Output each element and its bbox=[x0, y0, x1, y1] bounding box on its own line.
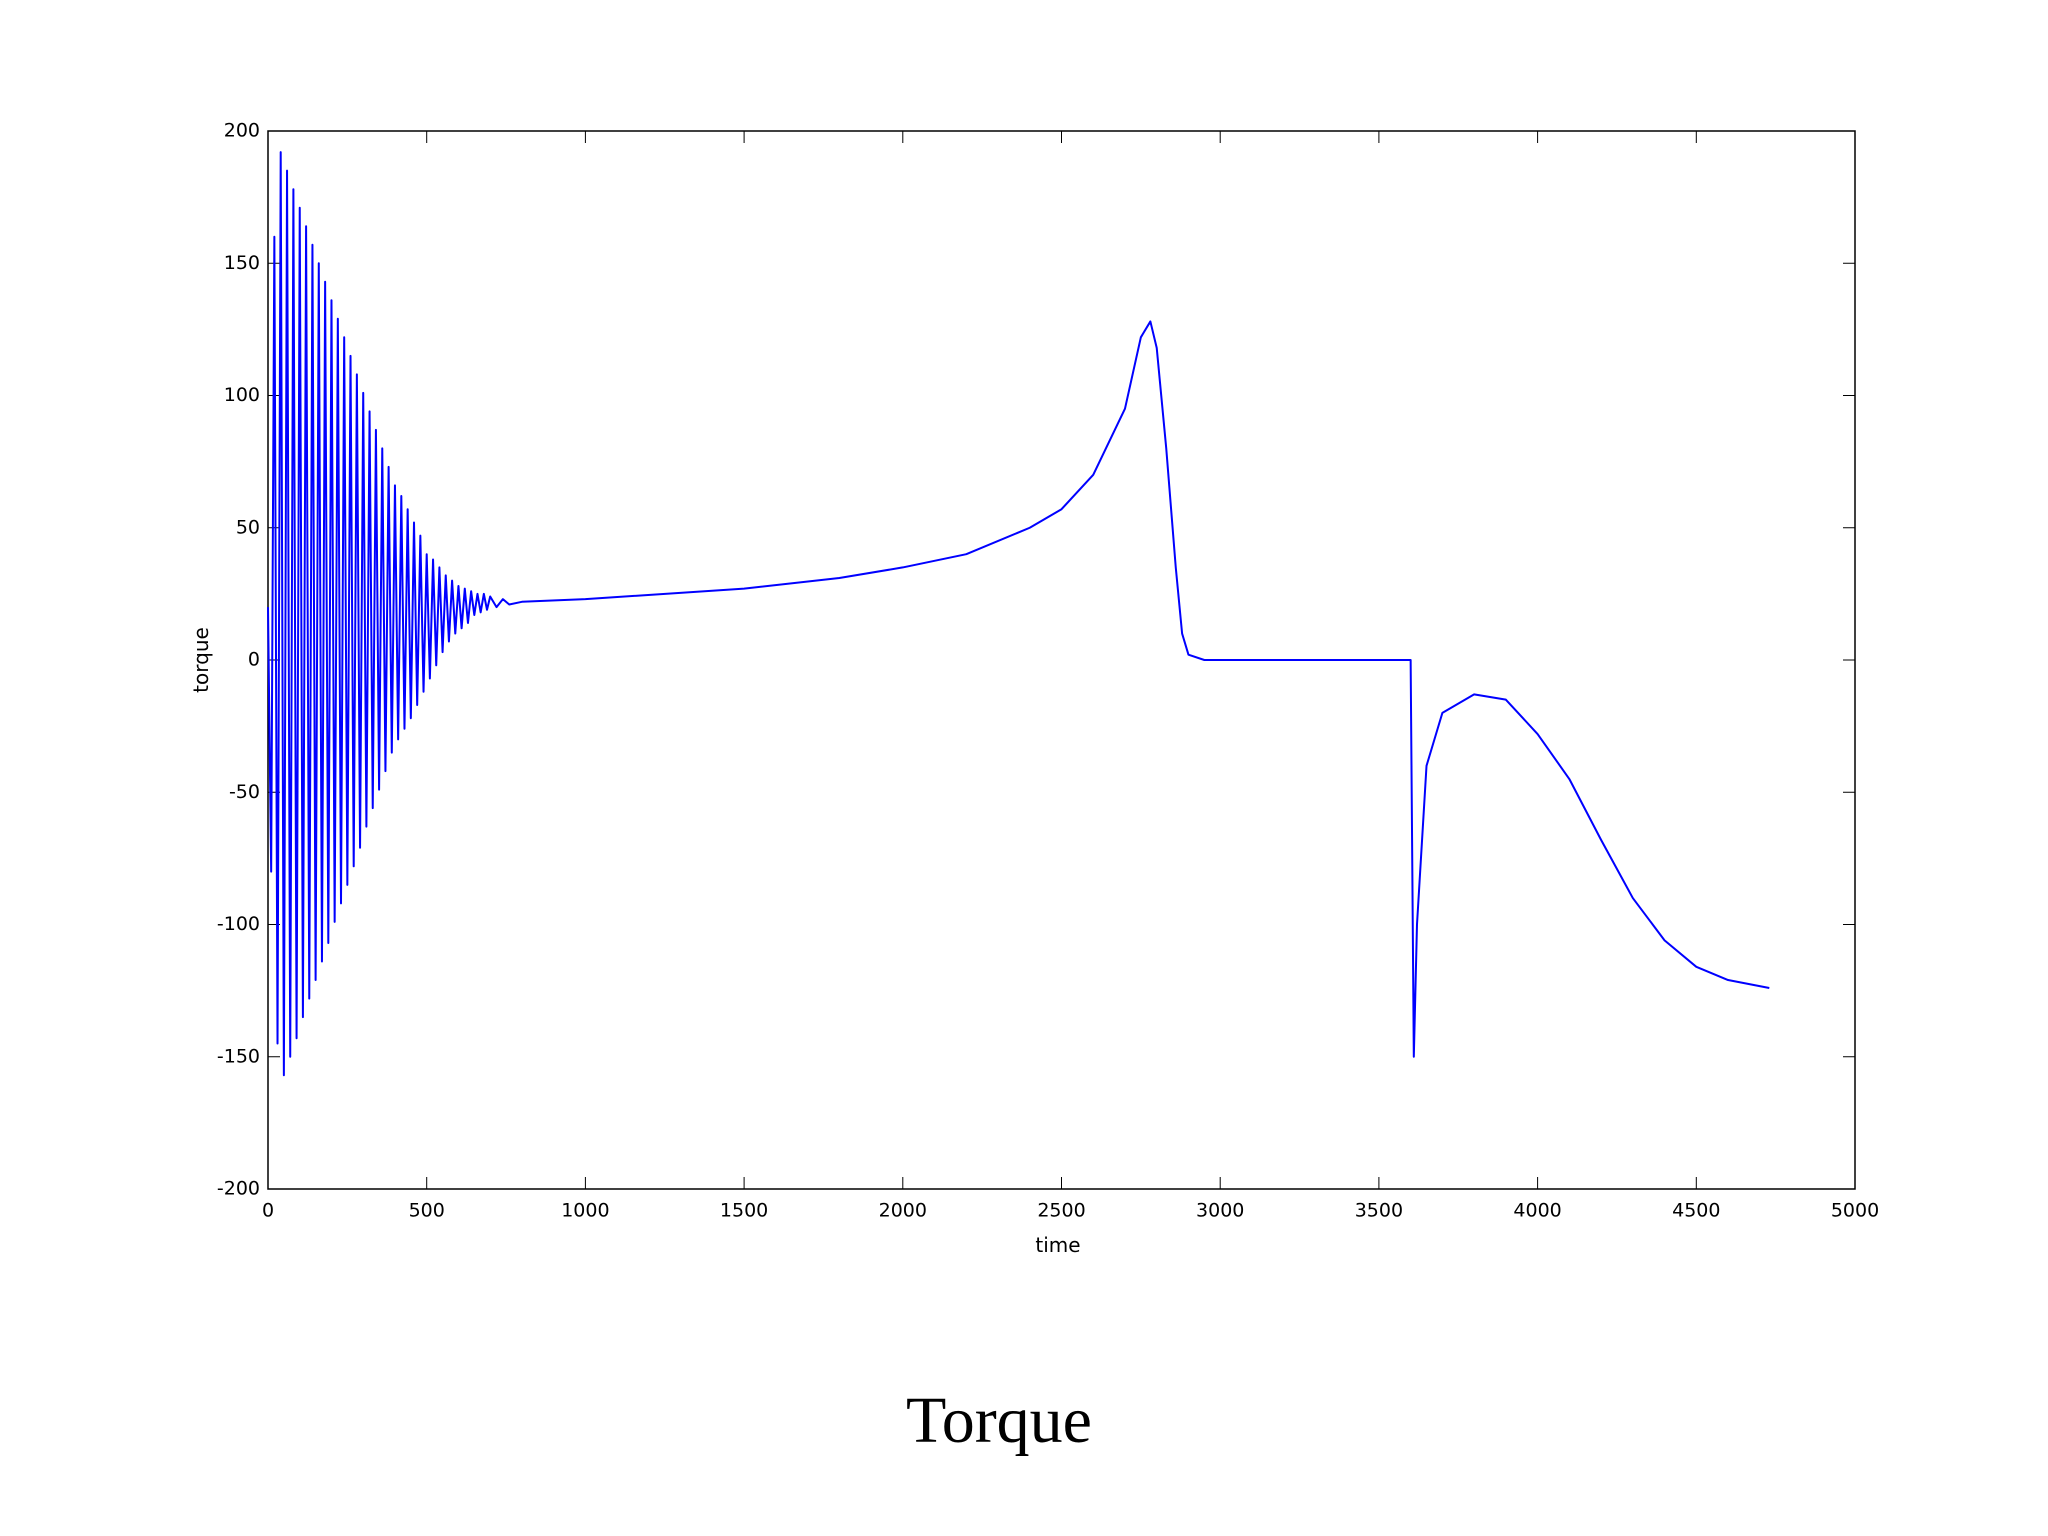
x-tick-label: 5000 bbox=[1831, 1200, 1879, 1222]
y-tick-label: 0 bbox=[248, 649, 260, 671]
x-tick-label: 3000 bbox=[1196, 1200, 1244, 1222]
x-tick-label: 1500 bbox=[720, 1200, 768, 1222]
y-tick-label: -150 bbox=[217, 1045, 260, 1067]
x-tick-label: 2500 bbox=[1037, 1200, 1085, 1222]
x-tick-label: 1000 bbox=[561, 1200, 609, 1222]
y-tick-label: 50 bbox=[236, 516, 260, 538]
x-tick-label: 500 bbox=[409, 1200, 445, 1222]
y-tick-label: -50 bbox=[229, 781, 260, 803]
y-tick-label: -200 bbox=[217, 1178, 260, 1200]
x-tick-label: 2000 bbox=[879, 1200, 927, 1222]
plot-box bbox=[267, 130, 1856, 1190]
x-axis-label: time bbox=[1035, 1233, 1080, 1257]
y-axis-label: torque bbox=[189, 627, 213, 693]
chart-title: Torque bbox=[906, 1384, 1092, 1457]
y-tick-label: 200 bbox=[224, 120, 260, 142]
x-tick-label: 4000 bbox=[1513, 1200, 1561, 1222]
x-tick-label: 4500 bbox=[1672, 1200, 1720, 1222]
y-tick-label: 150 bbox=[224, 252, 260, 274]
y-tick-label: 100 bbox=[224, 384, 260, 406]
x-tick-label: 0 bbox=[262, 1200, 274, 1222]
y-tick-label: -100 bbox=[217, 913, 260, 935]
data-line bbox=[267, 151, 1770, 1077]
x-tick-label: 3500 bbox=[1355, 1200, 1403, 1222]
